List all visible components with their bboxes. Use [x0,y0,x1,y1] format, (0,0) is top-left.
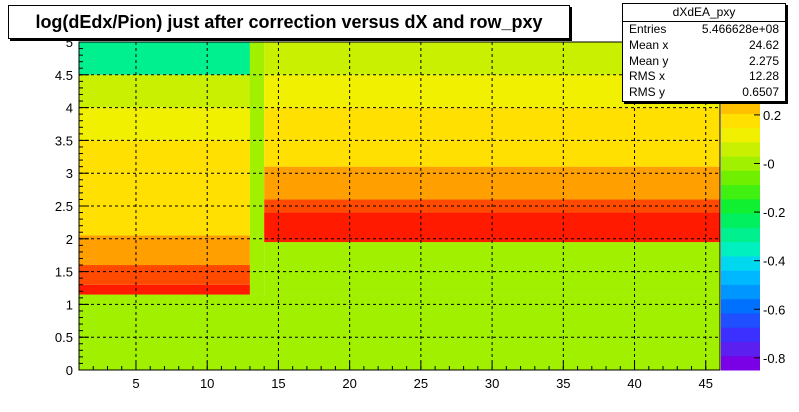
palette-swatch [721,127,760,143]
grid-lines [79,42,720,370]
palette-swatch [721,227,760,243]
stats-label: Entries [629,22,667,36]
z-tick-label: -0.6 [763,302,785,317]
palette-swatch [721,99,760,114]
palette-swatch [721,341,760,357]
x-tick-label: 35 [556,376,570,391]
stats-value: 24.62 [748,37,779,52]
heatmap-cell [264,107,720,141]
x-tick-label: 45 [699,376,713,391]
y-tick-label: 4 [66,101,73,116]
stats-row: Entries 5.466628e+08 [623,22,785,38]
z-tick-label: 0.2 [763,108,781,123]
y-tick-label: 1 [66,297,73,312]
y-tick-label: 3 [66,166,73,181]
x-tick-label: 25 [414,376,428,391]
heatmap-cell [79,294,720,370]
x-axis: 5 10 15 20 25 30 35 40 45 [78,362,721,391]
y-tick-label: 0 [66,363,73,378]
heatmap-cell [79,173,250,236]
heatmap-cell [79,107,250,141]
heatmap-cell [264,242,720,295]
stats-row: RMS y 0.6507 [623,85,785,101]
heatmap-cell [249,42,265,295]
y-tick-label: 0.5 [55,330,73,345]
heatmap-cell [79,140,250,174]
y-axis: 0 0.5 1 1.5 2 2.5 3 3.5 4 4.5 5 [55,35,89,378]
y-tick-label: 2 [66,232,73,247]
stats-value: 5.466628e+08 [701,22,779,36]
y-tick-label: 3.5 [55,133,73,148]
chart-title: log(dEdx/Pion) just after correction ver… [8,5,570,39]
palette-swatch [721,198,760,214]
stats-value: 12.28 [748,69,779,84]
y-tick-label: 1.5 [55,265,73,280]
y-tick-label: 2.5 [55,199,73,214]
stats-label: RMS x [629,69,665,84]
palette-swatch [721,327,760,342]
x-tick-label: 15 [271,376,285,391]
palette-swatch [721,170,760,186]
z-tick-label: -0 [763,156,775,171]
chart-title-text: log(dEdx/Pion) just after correction ver… [35,11,543,32]
palette-swatch [721,184,760,200]
palette-swatch [721,270,760,285]
heatmap-cell [79,284,250,295]
heatmap-cells [79,42,720,370]
x-tick-label: 10 [200,376,214,391]
stats-name: dXdEA_pxy [623,4,785,22]
stats-label: Mean y [629,53,669,68]
palette-swatch [721,141,760,157]
palette-swatch [721,298,760,314]
x-tick-label: 5 [132,376,139,391]
z-tick-label: -0.2 [763,205,785,220]
y-tick-label: 5 [66,35,73,50]
x-tick-label: 40 [627,376,641,391]
x-tick-label: 20 [342,376,356,391]
stats-box: dXdEA_pxy Entries 5.466628e+08 Mean x 24.62… [622,3,786,102]
palette-swatch [721,241,760,257]
palette-swatch [721,255,760,271]
palette-swatch [721,113,760,129]
palette-swatch [721,156,760,171]
heatmap-cell [79,235,250,266]
palette-swatch [721,355,760,371]
stats-value: 0.6507 [742,85,779,100]
palette-swatch [721,213,760,228]
x-tick-label: 30 [485,376,499,391]
heatmap-cell [79,74,250,108]
stats-row: Mean y 2.275 [623,54,785,70]
stats-row: RMS x 12.28 [623,69,785,85]
heatmap-cell [79,42,250,75]
stats-label: RMS y [629,85,665,100]
heatmap-cell [79,265,250,285]
stats-rows: Entries 5.466628e+08 Mean x 24.62 Mean y 2.27… [623,22,785,101]
palette-swatch [721,312,760,328]
stats-value: 2.275 [748,53,779,68]
stats-row: Mean x 24.62 [623,38,785,54]
z-tick-label: -0.4 [763,254,785,269]
stats-label: Mean x [629,37,669,52]
y-tick-label: 4.5 [55,68,73,83]
z-tick-label: -0.8 [763,351,785,366]
palette-swatch [721,284,760,300]
